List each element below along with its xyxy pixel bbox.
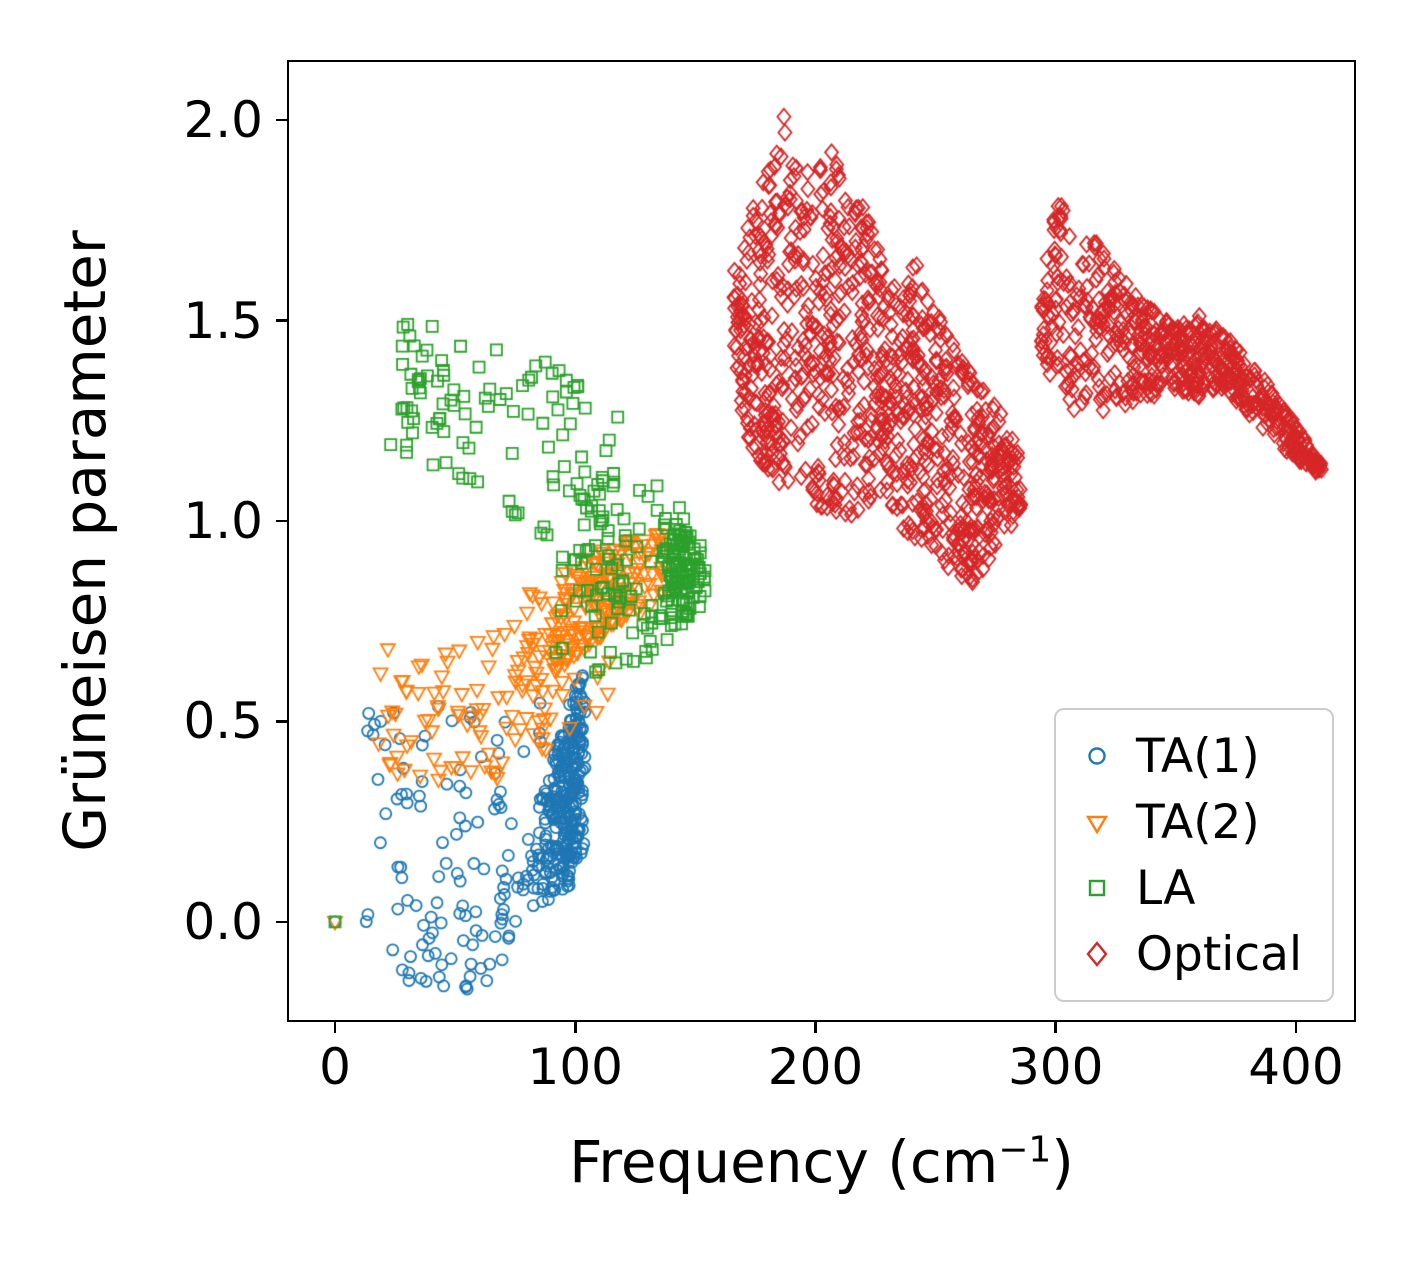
legend-label-optical: Optical [1135,926,1302,982]
x-tick [1294,1022,1298,1033]
x-axis-label-text: Frequency (cm [569,1128,999,1196]
legend: TA(1) TA(2) LA Optical [1053,708,1334,1002]
x-tick-label: 0 [319,1038,351,1096]
y-tick-label: 1.5 [183,291,263,350]
y-tick-label: 0.0 [183,892,263,951]
legend-marker-circle-icon [1088,747,1106,765]
x-tick [333,1022,337,1033]
y-tick [276,519,287,523]
legend-marker-triangle-down-icon [1085,815,1109,835]
legend-item-optical: Optical [1078,924,1302,984]
x-tick-label: 200 [767,1038,864,1096]
legend-marker-square-icon [1088,879,1106,897]
y-tick [276,920,287,924]
x-tick [574,1022,577,1033]
x-tick-label: 400 [1248,1038,1344,1096]
legend-label-la: LA [1135,860,1196,916]
y-tick [276,319,287,322]
legend-item-la: LA [1078,858,1302,918]
y-tick [276,720,287,723]
legend-item-ta1: TA(1) [1078,726,1302,786]
y-tick-label: 0.5 [183,692,263,751]
y-tick-label: 1.0 [183,491,263,550]
legend-item-ta2: TA(2) [1078,792,1302,852]
y-axis-label: Grüneisen parameter [51,230,119,852]
y-tick-label: 2.0 [183,91,263,150]
x-axis-label: Frequency (cm−1) [569,1128,1074,1196]
legend-label-ta2: TA(2) [1135,794,1260,850]
y-tick [276,118,287,122]
x-tick-label: 300 [1008,1038,1104,1096]
legend-marker-diamond-icon [1086,941,1108,967]
x-tick-label: 100 [527,1038,623,1096]
x-axis-label-suffix: ) [1051,1128,1074,1196]
x-tick [814,1022,817,1033]
legend-label-ta1: TA(1) [1135,728,1260,784]
x-tick [1054,1022,1057,1033]
x-axis-label-superscript: −1 [998,1129,1052,1171]
